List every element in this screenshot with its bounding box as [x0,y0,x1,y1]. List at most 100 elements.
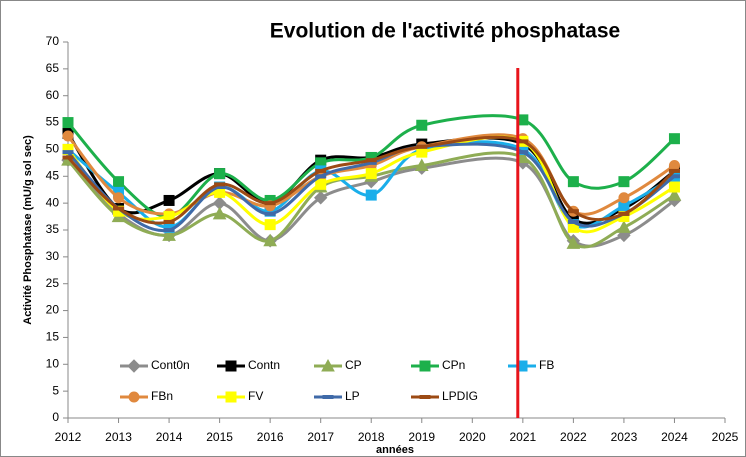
legend-label: FBn [151,389,173,403]
marker [313,191,328,205]
marker [365,168,377,180]
legend-label: LPDIG [442,389,478,403]
legend-entry: LP [314,389,360,403]
marker [62,155,74,160]
y-tick-label: 25 [46,276,60,290]
legend-entry: Cont0n [120,358,190,373]
marker [419,360,431,372]
marker [225,391,237,403]
marker [566,236,581,249]
marker [617,220,631,233]
legend-entry: FB [508,358,554,372]
y-tick-label: 0 [52,410,59,424]
legend-label: FB [539,358,554,372]
legend-entry: LPDIG [411,389,478,403]
marker [62,143,74,155]
marker [212,206,227,220]
y-tick-label: 50 [46,142,60,156]
marker [516,150,530,163]
x-tick-label: 2023 [611,430,638,444]
legend-label: Contn [248,358,280,372]
y-tick-label: 15 [46,330,60,344]
marker [113,176,125,188]
legend-label: CPn [442,358,465,372]
marker [667,188,682,201]
marker [264,211,276,216]
marker [263,233,277,247]
marker [567,209,579,214]
x-tick-label: 2021 [509,430,536,444]
y-tick-label: 70 [46,34,60,48]
marker [214,182,226,187]
marker [225,360,237,372]
marker [668,133,680,145]
marker [416,144,428,149]
legend-entry: FBn [120,389,173,403]
marker [365,158,377,163]
x-tick-label: 2024 [661,430,688,444]
marker [322,395,334,399]
marker [668,168,680,173]
x-tick-label: 2015 [206,430,233,444]
y-tick-label: 30 [46,249,60,263]
x-tick-label: 2017 [307,430,334,444]
chart-title: Evolution de l'activité phosphatase [270,20,620,43]
legend-entry: FV [217,389,263,403]
legend-label: Cont0n [151,358,190,372]
marker [62,117,74,129]
marker [618,176,630,188]
marker [315,174,327,179]
marker [214,168,226,180]
x-tick-label: 2020 [459,430,486,444]
marker [62,130,74,142]
marker [517,114,529,126]
marker [128,391,140,403]
legend-label: CP [345,358,362,372]
y-tick-label: 5 [52,383,59,397]
y-tick-label: 65 [46,61,60,75]
y-tick-label: 10 [46,356,60,370]
marker [163,194,175,206]
legend-label: FV [248,389,263,403]
marker [416,119,428,131]
y-axis-label: Activité Phosphatase (mU/g sol sec) [22,135,34,325]
x-tick-label: 2013 [105,430,132,444]
marker [162,228,176,241]
marker [315,168,327,173]
x-tick-label: 2014 [156,430,183,444]
y-tick-label: 20 [46,303,60,317]
marker [517,139,529,144]
marker [567,176,579,188]
marker [419,395,431,399]
legend-label: LP [345,389,360,403]
marker [113,192,125,204]
y-tick-label: 45 [46,168,60,182]
marker [567,219,579,224]
x-tick-label: 2019 [408,430,435,444]
marker [163,219,175,224]
x-tick-label: 2016 [257,430,284,444]
marker [113,206,125,211]
x-tick-label: 2022 [560,430,587,444]
marker [365,189,377,201]
legend-entry: CP [314,358,362,372]
marker [62,150,74,155]
marker [618,211,630,216]
marker [264,219,276,231]
marker [517,150,529,155]
marker [321,358,335,372]
marker [668,181,680,193]
marker [315,178,327,190]
y-tick-label: 40 [46,195,60,209]
marker [414,158,429,172]
marker [264,201,276,206]
marker [163,228,175,232]
y-tick-label: 55 [46,115,60,129]
marker [617,228,631,243]
x-tick-label: 2012 [55,430,82,444]
legend-entry: Contn [217,358,280,372]
x-tick-label: 2018 [358,430,385,444]
y-tick-label: 35 [46,222,60,236]
